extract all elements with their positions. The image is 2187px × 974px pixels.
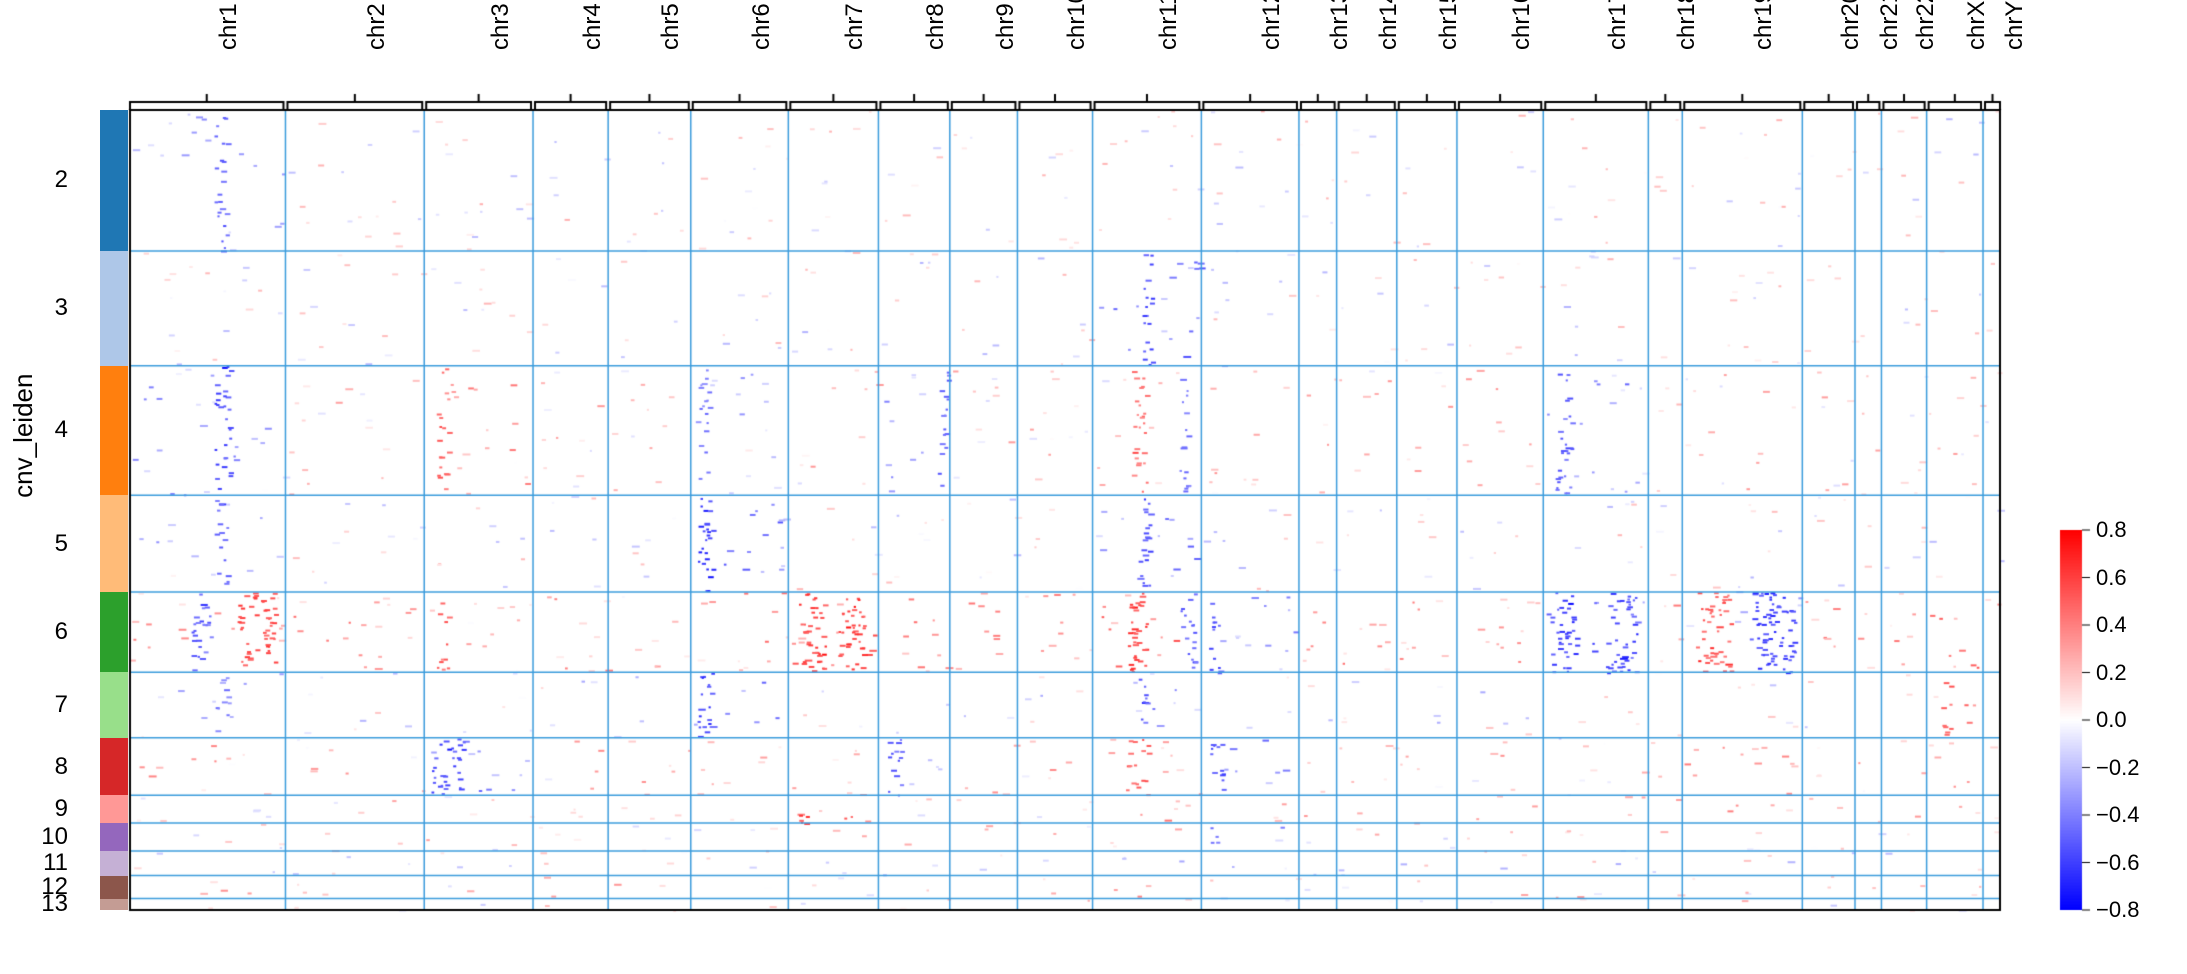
colorbar-tick-label: −0.4 [2096,802,2139,828]
colorbar-tick-label: −0.8 [2096,897,2139,923]
colorbar-tick-label: 0.0 [2096,707,2127,733]
colorbar-tick-label: 0.4 [2096,612,2127,638]
colorbar [0,0,2187,974]
colorbar-tick-label: 0.8 [2096,517,2127,543]
colorbar-tick-label: −0.2 [2096,755,2139,781]
colorbar-tick-label: −0.6 [2096,850,2139,876]
colorbar-tick-label: 0.2 [2096,660,2127,686]
colorbar-tick-label: 0.6 [2096,565,2127,591]
